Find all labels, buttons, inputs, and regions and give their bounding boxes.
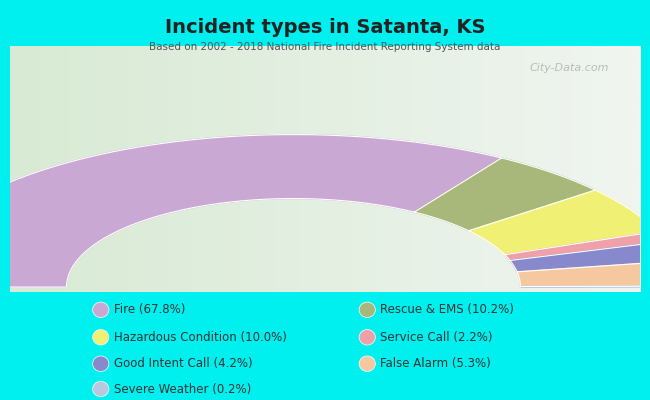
Ellipse shape (92, 381, 109, 397)
Polygon shape (0, 134, 502, 287)
Text: Service Call (2.2%): Service Call (2.2%) (380, 331, 493, 344)
Polygon shape (505, 231, 650, 260)
Text: Hazardous Condition (10.0%): Hazardous Condition (10.0%) (114, 331, 287, 344)
Ellipse shape (359, 330, 375, 345)
Text: Incident types in Satanta, KS: Incident types in Satanta, KS (164, 18, 486, 37)
Polygon shape (517, 261, 650, 286)
Text: Good Intent Call (4.2%): Good Intent Call (4.2%) (114, 357, 252, 370)
Text: False Alarm (5.3%): False Alarm (5.3%) (380, 357, 491, 370)
Polygon shape (510, 241, 650, 272)
Text: City-Data.com: City-Data.com (529, 63, 608, 73)
Ellipse shape (92, 330, 109, 345)
Text: Severe Weather (0.2%): Severe Weather (0.2%) (114, 382, 251, 396)
Polygon shape (469, 190, 650, 255)
Polygon shape (521, 286, 650, 287)
Ellipse shape (359, 302, 375, 318)
Ellipse shape (359, 356, 375, 371)
Polygon shape (414, 158, 595, 231)
Ellipse shape (92, 356, 109, 371)
Ellipse shape (92, 302, 109, 318)
Text: Rescue & EMS (10.2%): Rescue & EMS (10.2%) (380, 303, 514, 316)
Text: Based on 2002 - 2018 National Fire Incident Reporting System data: Based on 2002 - 2018 National Fire Incid… (150, 42, 500, 52)
Text: Fire (67.8%): Fire (67.8%) (114, 303, 185, 316)
